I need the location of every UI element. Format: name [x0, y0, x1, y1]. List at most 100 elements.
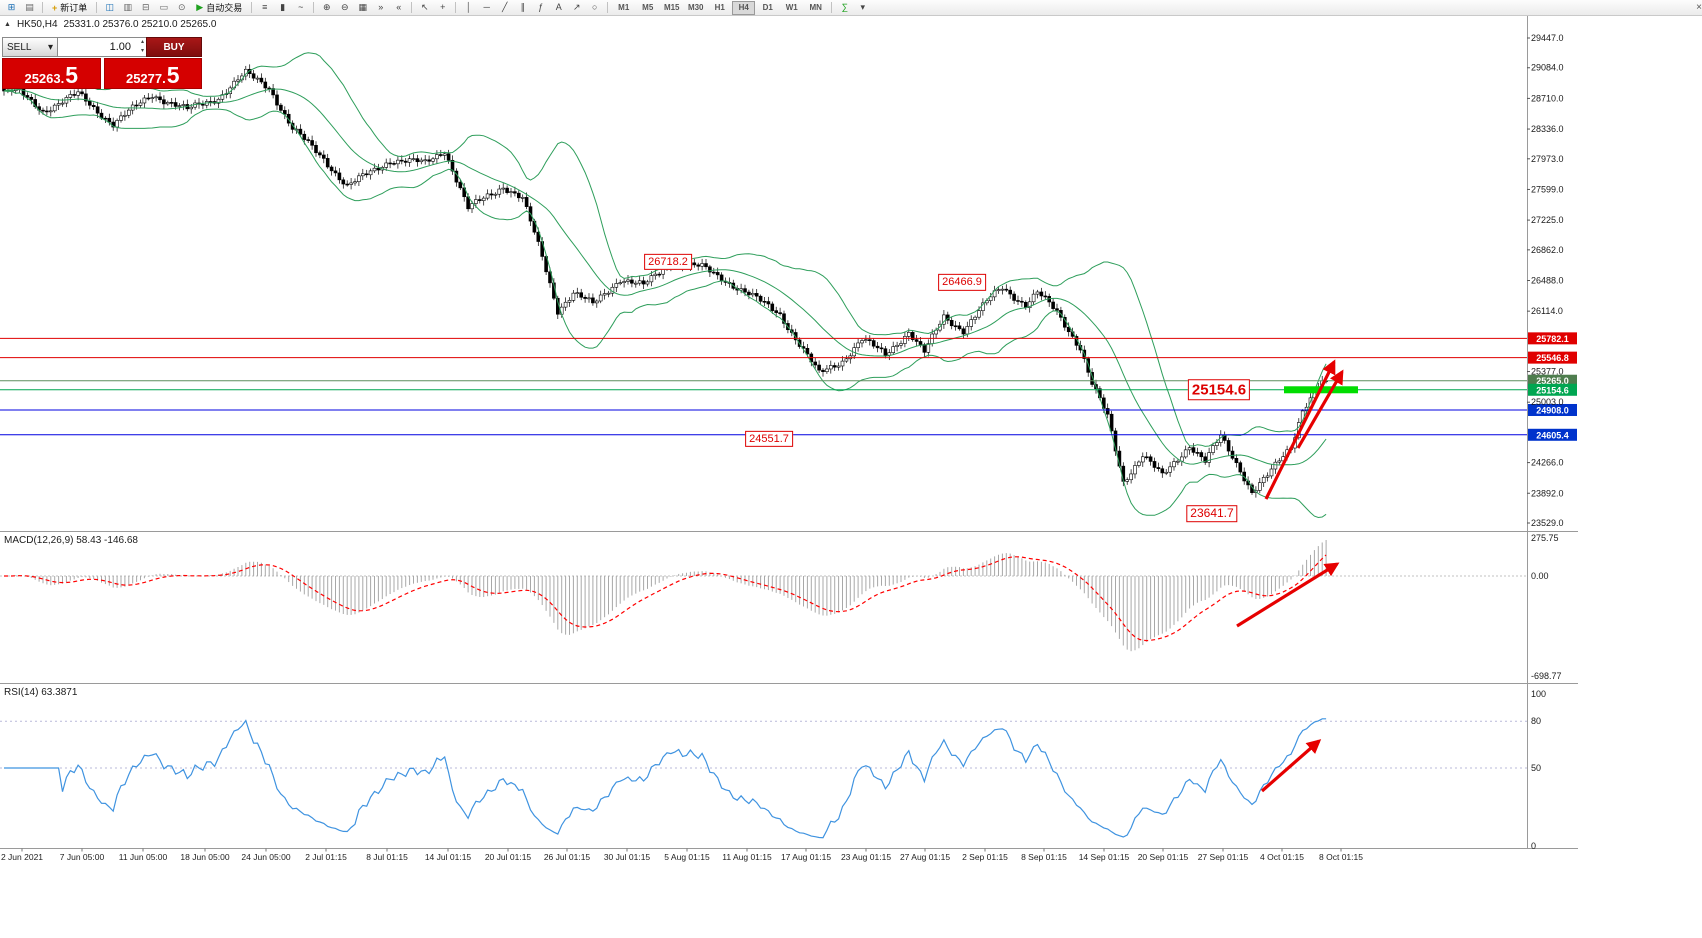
price-callout: 26466.9 [938, 274, 986, 291]
navigator-icon[interactable]: ⊟ [142, 2, 150, 12]
spinner-up-icon[interactable]: ▴ [140, 39, 144, 45]
toolbar-separator [251, 2, 253, 13]
svg-text:25265.0: 25265.0 [1536, 376, 1569, 386]
buy-price-main: 25277. [125, 70, 166, 86]
lot-size-field[interactable]: 1.00 ▴ ▾ [58, 37, 146, 57]
autotrading-button[interactable]: ▶ 自动交易 [191, 1, 247, 14]
sell-price-display[interactable]: 25263. 5 [2, 58, 101, 89]
data-window-icon[interactable]: ▥ [123, 2, 133, 12]
svg-text:25003.0: 25003.0 [1531, 397, 1564, 407]
timeframe-d1-button[interactable]: D1 [762, 2, 773, 12]
svg-text:17 Aug 01:15: 17 Aug 01:15 [781, 852, 831, 862]
buy-price-display[interactable]: 25277. 5 [103, 58, 202, 89]
svg-text:23529.0: 23529.0 [1531, 518, 1564, 528]
zoom-in-icon[interactable]: ⊕ [322, 2, 331, 12]
zoom-out-icon[interactable]: ⊖ [340, 2, 349, 12]
buy-button[interactable]: BUY [146, 37, 202, 57]
svg-text:2 Jun 2021: 2 Jun 2021 [1, 852, 43, 862]
toolbar-separator [96, 2, 98, 13]
bars-chart-icon[interactable]: ≡ [262, 2, 268, 12]
support-resistance-lines: 25782.125546.825265.025154.624908.024605… [0, 332, 1577, 441]
strategy-tester-icon[interactable]: ⊙ [178, 2, 186, 12]
svg-text:14 Jul 01:15: 14 Jul 01:15 [425, 852, 472, 862]
equidistant-channel-icon[interactable]: ∥ [520, 2, 525, 12]
toolbar-separator [607, 2, 609, 13]
candlestick-chart-icon[interactable]: ▮ [280, 2, 286, 12]
macd-indicator-label: MACD(12,26,9) 58.43 -146.68 [4, 535, 138, 546]
price-tag: 25154.6 [1528, 383, 1577, 396]
autotrading-button-icon: ▶ [196, 2, 204, 12]
svg-text:4 Oct 01:15: 4 Oct 01:15 [1260, 852, 1304, 862]
timeframe-h1-button[interactable]: H1 [714, 2, 725, 12]
candles-layer [2, 64, 1328, 498]
shapes-tool-icon[interactable]: ○ [592, 2, 598, 12]
sell-button-label: SELL [7, 41, 32, 53]
svg-text:25154.6: 25154.6 [1536, 385, 1569, 395]
cursor-icon[interactable]: ↖ [420, 2, 429, 12]
toolbar-separator [42, 2, 43, 13]
svg-text:28336.0: 28336.0 [1531, 124, 1564, 134]
svg-text:275.75: 275.75 [1531, 533, 1559, 543]
svg-text:20 Jul 01:15: 20 Jul 01:15 [485, 852, 532, 862]
new-order-button-label: 新订单 [60, 3, 88, 13]
svg-text:50: 50 [1531, 763, 1541, 773]
tile-windows-icon[interactable]: ▦ [358, 2, 367, 12]
arrows-tool-icon[interactable]: ↗ [572, 2, 581, 12]
fibonacci-icon[interactable]: ƒ [538, 2, 544, 12]
toolbar-separator [455, 2, 457, 13]
timeframe-m5-button[interactable]: M5 [642, 2, 654, 12]
svg-text:23 Aug 01:15: 23 Aug 01:15 [841, 852, 891, 862]
line-chart-icon[interactable]: ~ [298, 2, 304, 12]
svg-text:29447.0: 29447.0 [1531, 33, 1564, 43]
close-icon[interactable]: × [1696, 2, 1702, 13]
svg-text:100: 100 [1531, 689, 1546, 699]
new-order-button[interactable]: + 新订单 [47, 1, 92, 14]
main-toolbar: ⊞ ▤ + 新订单 ◫ ▥ ⊟ ▭ ⊙ ▶ 自动交易 ≡ ▮ ~ ⊕ ⊖ ▦ » « ↖ + │ ─ ╱ ∥ ƒ A ↗ ○ M1 M5 M1… [0, 0, 1702, 16]
symbol-timeframe-label: HK50,H4 [16, 19, 58, 30]
trend-arrow [1264, 359, 1336, 500]
indicators-list-icon[interactable]: ∑ [841, 2, 848, 12]
auto-scroll-icon[interactable]: » [378, 2, 384, 12]
price-tag: 24605.4 [1528, 428, 1577, 441]
lot-spinner[interactable]: ▴ ▾ [141, 38, 144, 56]
svg-text:26488.0: 26488.0 [1531, 276, 1564, 286]
trendline-icon[interactable]: ╱ [502, 2, 508, 12]
svg-text:25546.8: 25546.8 [1536, 353, 1569, 363]
text-label-icon[interactable]: A [555, 2, 562, 12]
trend-arrow [1260, 739, 1322, 793]
chart-shift-icon[interactable]: « [396, 2, 402, 12]
vertical-line-icon[interactable]: │ [465, 2, 472, 12]
timeframe-h4-button[interactable]: H4 [732, 0, 756, 15]
timeframe-mn-button[interactable]: MN [809, 2, 822, 12]
trend-arrows [1236, 359, 1344, 793]
new-chart-icon[interactable]: ⊞ [7, 2, 16, 12]
terminal-icon[interactable]: ▭ [159, 2, 169, 12]
timeframe-m15-button[interactable]: M15 [663, 2, 680, 12]
ohlc-values: 25331.0 25376.0 25210.0 25265.0 [63, 19, 217, 30]
svg-text:8 Oct 01:15: 8 Oct 01:15 [1319, 852, 1363, 862]
sell-price-main: 25263. [24, 70, 65, 86]
timeframe-m30-button[interactable]: M30 [687, 2, 704, 12]
rsi-indicator-label: RSI(14) 63.3871 [4, 687, 78, 698]
sell-button[interactable]: SELL ▾ [2, 37, 58, 57]
crosshair-icon[interactable]: + [440, 2, 446, 12]
svg-text:26 Jul 01:15: 26 Jul 01:15 [544, 852, 591, 862]
svg-text:18 Jun 05:00: 18 Jun 05:00 [180, 852, 229, 862]
timeframe-w1-button[interactable]: W1 [785, 2, 798, 12]
svg-text:80: 80 [1531, 716, 1541, 726]
horizontal-line-icon[interactable]: ─ [483, 2, 490, 12]
spinner-down-icon[interactable]: ▾ [140, 48, 144, 54]
price-tag: 25546.8 [1528, 351, 1577, 364]
templates-icon[interactable]: ▾ [860, 2, 865, 12]
svg-text:-698.77: -698.77 [1531, 671, 1562, 681]
price-tag: 25265.0 [1528, 374, 1577, 387]
timeframe-m1-button[interactable]: M1 [618, 2, 630, 12]
price-callout: 23641.7 [1186, 504, 1238, 523]
chevron-down-icon: ▾ [47, 41, 53, 53]
market-watch-icon[interactable]: ◫ [105, 2, 115, 12]
svg-text:30 Jul 01:15: 30 Jul 01:15 [604, 852, 651, 862]
chart-profiles-icon[interactable]: ▤ [25, 2, 34, 12]
svg-text:8 Jul 01:15: 8 Jul 01:15 [366, 852, 408, 862]
price-callout: 24551.7 [745, 431, 793, 448]
